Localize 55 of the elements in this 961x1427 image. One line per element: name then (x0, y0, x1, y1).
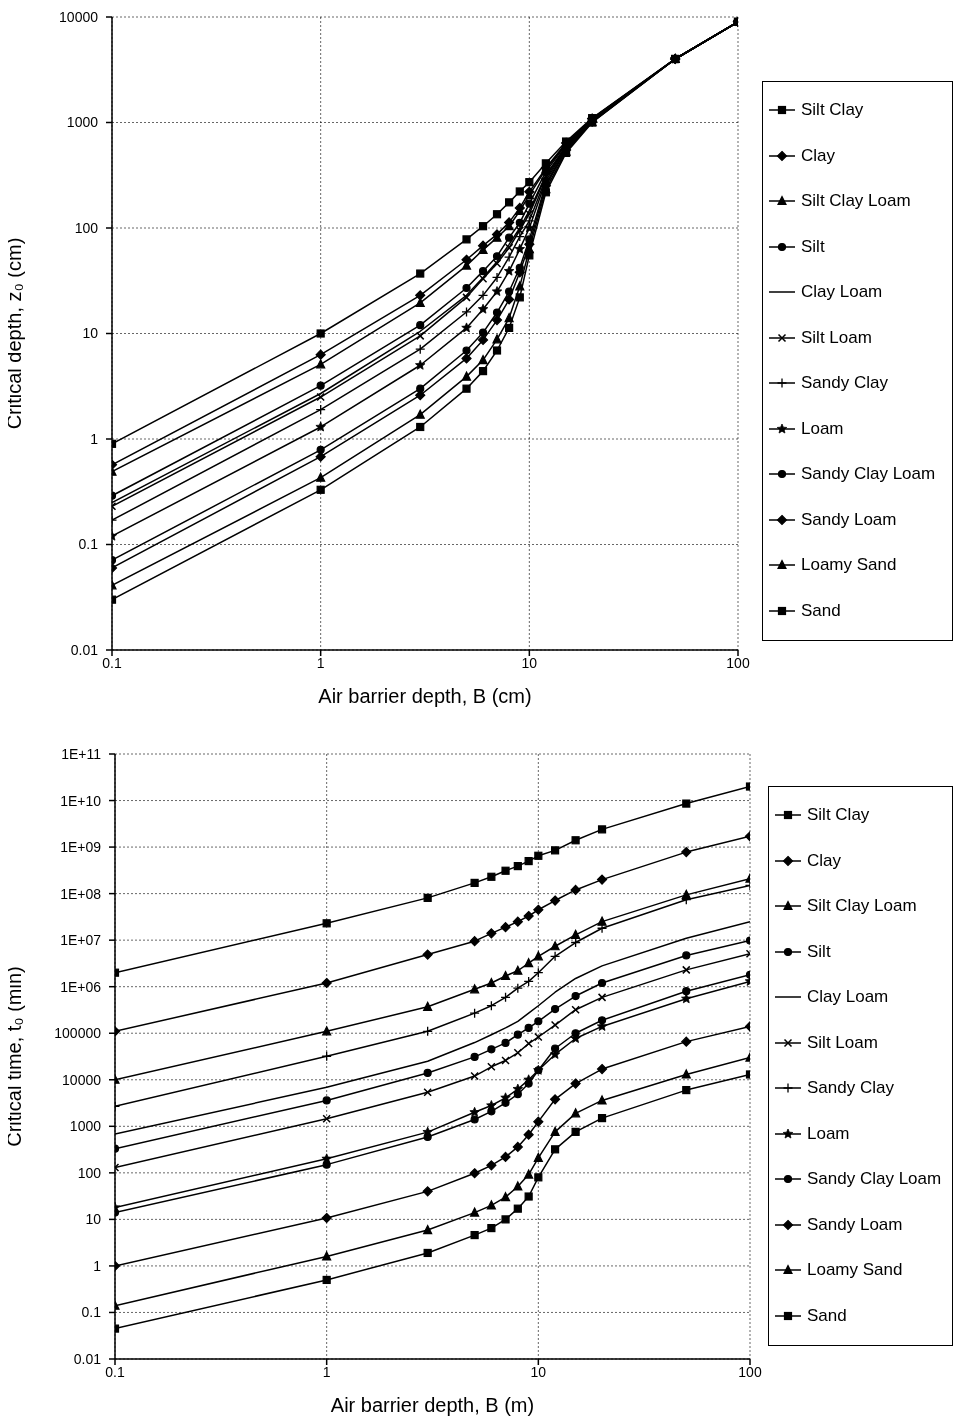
legend-label: Silt Loam (807, 1032, 878, 1053)
legend-label: Clay (801, 145, 836, 166)
legend-label: Sandy Loam (801, 509, 897, 530)
y-tick-label: 100000 (54, 1025, 102, 1042)
x-tick-label: 100 (726, 654, 750, 671)
y-tick-label: 1E+08 (60, 885, 102, 902)
legend-label: Clay Loam (807, 987, 889, 1008)
y-tick-label: 0.01 (73, 1350, 102, 1367)
y-tick-label: 0.1 (78, 536, 99, 553)
x-tick-label: 10 (530, 1363, 547, 1380)
x-axis-title: Air barrier depth, B (cm) (318, 685, 532, 707)
legend-label: Loamy Sand (801, 555, 897, 576)
y-tick-label: 0.01 (70, 641, 99, 658)
legend-label: Sandy Clay (801, 373, 888, 394)
y-tick-label: 10 (85, 1211, 102, 1228)
legend-label: Loam (801, 418, 844, 439)
legend-label: Loam (807, 1123, 850, 1144)
legend-label: Silt (801, 236, 825, 257)
x-tick-label: 0.1 (105, 1363, 125, 1380)
legend-label: Silt Loam (801, 327, 872, 348)
x-tick-label: 1 (322, 1363, 331, 1380)
y-tick-label: 1 (93, 1257, 102, 1274)
y-tick-label: 10 (82, 325, 99, 342)
legend-label: Clay (807, 850, 842, 871)
legend-label: Sandy Clay Loam (801, 464, 936, 485)
y-tick-label: 1E+06 (60, 978, 102, 995)
y-tick-label: 10000 (59, 8, 99, 25)
legend-label: Sandy Clay (807, 1078, 894, 1099)
legend-label: Sand (801, 600, 841, 621)
legend-label: Silt Clay Loam (807, 896, 917, 917)
x-axis-title: Air barrier depth, B (m) (330, 1394, 535, 1416)
y-tick-label: 1000 (69, 1118, 102, 1135)
x-tick-label: 1 (316, 654, 325, 671)
legend-label: Silt Clay (801, 100, 864, 121)
y-tick-label: 100 (74, 219, 99, 236)
legend-label: Clay Loam (801, 282, 883, 303)
x-tick-label: 100 (738, 1363, 762, 1380)
y-tick-label: 1E+11 (61, 745, 102, 762)
y-tick-label: 1E+09 (60, 839, 102, 856)
legend-label: Loamy Sand (807, 1260, 903, 1281)
y-tick-label: 100 (77, 1164, 102, 1181)
legend-label: Sandy Loam (807, 1214, 903, 1235)
legend-label: Silt Clay (807, 805, 870, 826)
y-tick-label: 1 (90, 430, 99, 447)
y-tick-label: 1E+07 (60, 932, 102, 949)
y-tick-label: 1E+10 (60, 792, 102, 809)
x-tick-label: 0.1 (102, 654, 122, 671)
legend-label: Sand (807, 1305, 847, 1326)
legend-label: Sandy Clay Loam (807, 1169, 942, 1190)
legend-label: Silt Clay Loam (801, 191, 911, 212)
y-tick-label: 1000 (66, 114, 99, 131)
y-tick-label: 10000 (62, 1071, 102, 1088)
x-tick-label: 10 (521, 654, 538, 671)
legend-label: Silt (807, 941, 831, 962)
y-tick-label: 0.1 (81, 1304, 102, 1321)
